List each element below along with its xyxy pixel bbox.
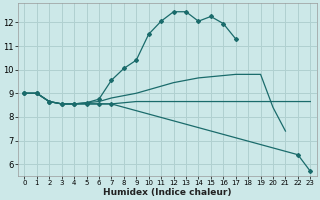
X-axis label: Humidex (Indice chaleur): Humidex (Indice chaleur) [103,188,232,197]
